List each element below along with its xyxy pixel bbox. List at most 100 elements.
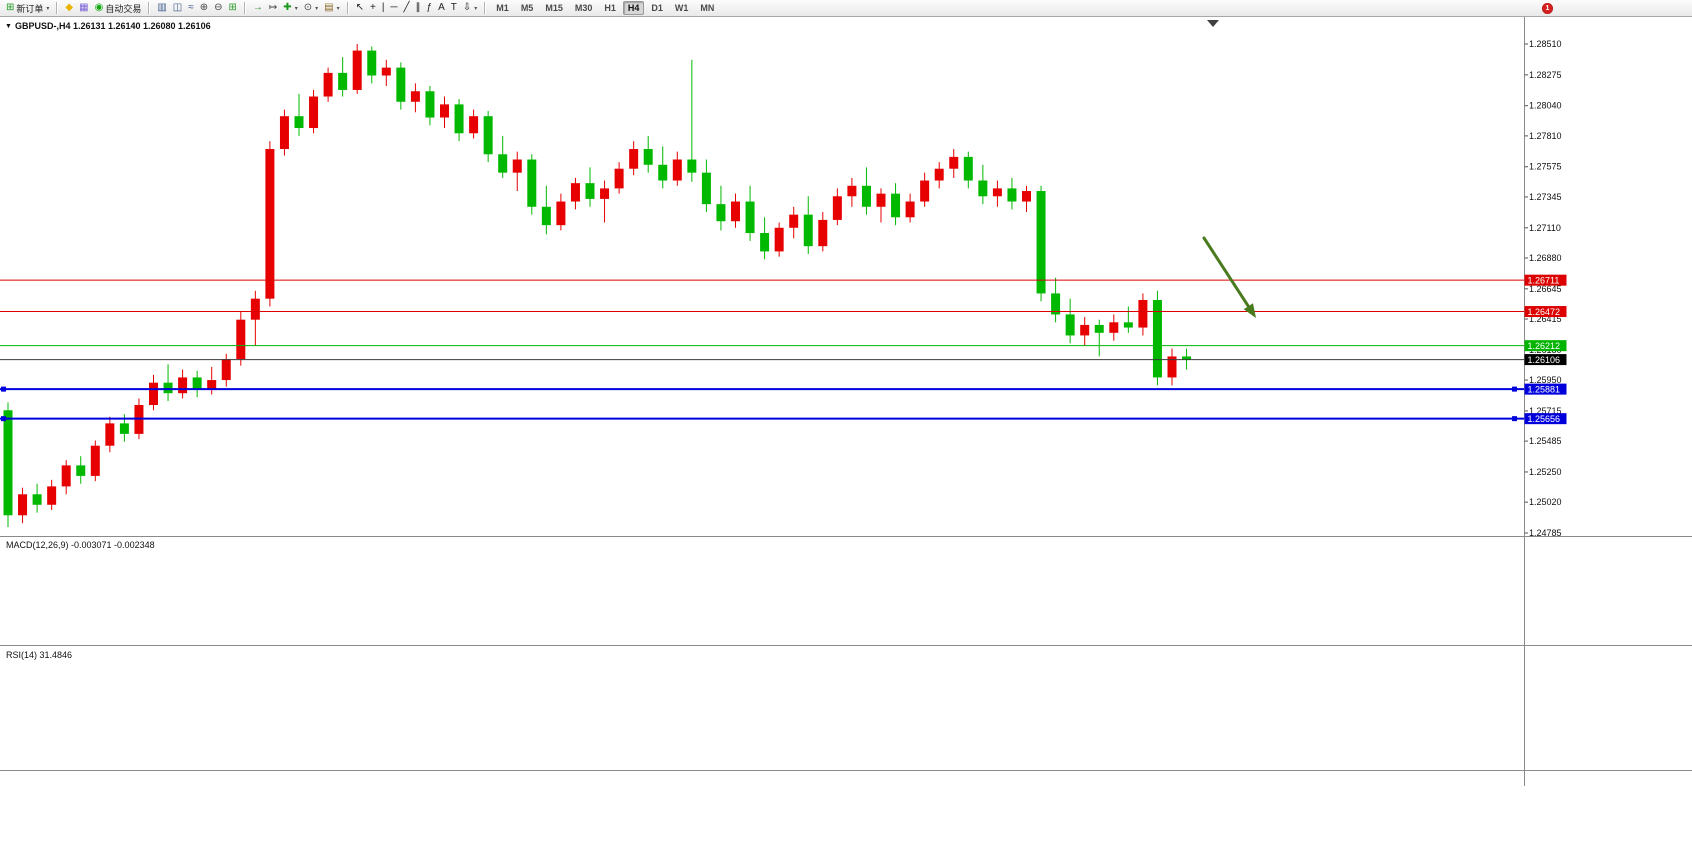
vertical-line-icon: | — [381, 2, 385, 13]
chevron-down-icon[interactable]: ▾ — [315, 5, 319, 12]
auto-scroll-icon: → — [252, 2, 263, 13]
svg-text:1.25250: 1.25250 — [1529, 467, 1562, 477]
svg-text:1.25715: 1.25715 — [1529, 406, 1562, 416]
text-button[interactable]: A — [436, 1, 447, 16]
candle-body — [716, 204, 726, 222]
toolbar-separator — [56, 2, 59, 14]
crosshair-button[interactable]: + — [368, 1, 378, 16]
timeframe-button-mn[interactable]: MN — [700, 3, 715, 13]
candle-body — [1167, 356, 1177, 378]
mql-button[interactable]: ◆ — [63, 1, 75, 16]
chart-shift-marker-group[interactable] — [1207, 20, 1219, 27]
timeframe-button-h1[interactable]: H1 — [604, 3, 616, 13]
timeframe-button-d1[interactable]: D1 — [651, 3, 663, 13]
candle-body — [905, 201, 915, 218]
candle-body — [1094, 324, 1104, 333]
text-label-button[interactable]: T — [449, 1, 459, 16]
timeframe-button-w1[interactable]: W1 — [674, 3, 689, 13]
chevron-down-icon[interactable]: ▾ — [294, 5, 298, 12]
arrows-button[interactable]: ⇩ ▾ — [461, 1, 479, 16]
tile-windows-button[interactable]: ⊞ — [227, 1, 239, 16]
horizontal-lines[interactable] — [0, 279, 1524, 422]
candle-body — [687, 159, 697, 173]
line-chart-button[interactable]: ≈ — [186, 1, 196, 16]
new-chart-button[interactable]: ▦ — [77, 1, 90, 16]
zoom-out-button[interactable]: ⊖ — [212, 1, 224, 16]
candle-body — [47, 486, 57, 505]
svg-text:1.26711: 1.26711 — [1528, 276, 1560, 286]
candle-body — [163, 382, 173, 394]
svg-text:1.28275: 1.28275 — [1529, 70, 1562, 80]
svg-text:1.25881: 1.25881 — [1528, 385, 1561, 395]
candle-body — [352, 50, 362, 90]
candle-body — [119, 423, 129, 434]
trendline-button[interactable]: ╱ — [402, 1, 412, 16]
candle-body — [396, 67, 406, 102]
new-order-button[interactable]: ⊞ 新订单 ▾ — [4, 1, 51, 16]
toolbar-separator — [484, 2, 487, 14]
chevron-down-icon[interactable]: ▾ — [46, 5, 50, 12]
label-icon: T — [450, 2, 457, 13]
candle-body — [105, 423, 115, 446]
candle-body — [1051, 293, 1061, 315]
main-candles[interactable] — [3, 44, 1192, 528]
candle-body — [701, 172, 711, 205]
timeframe-button-m15[interactable]: M15 — [545, 3, 563, 13]
templates-button[interactable]: ▤ ▾ — [322, 1, 341, 16]
trend-arrow[interactable] — [1202, 236, 1256, 318]
timeframe-button-m1[interactable]: M1 — [496, 3, 509, 13]
candle-body — [891, 193, 901, 218]
price-axis-labels: 1.28510 1.28275 1.28040 1.27810 1.27575 1.273… — [1524, 39, 1562, 538]
candle-body — [338, 72, 348, 90]
indicators-button[interactable]: ✚ ▾ — [281, 1, 299, 16]
candle-body — [629, 149, 639, 169]
candle-body — [1065, 314, 1075, 336]
candle-body — [876, 193, 886, 207]
candle-body — [658, 164, 668, 181]
candle-body — [498, 154, 508, 173]
candle-body — [76, 465, 86, 476]
zoom-in-button[interactable]: ⊕ — [198, 1, 210, 16]
trendline-icon: ╱ — [403, 2, 410, 13]
candle-body — [1109, 322, 1119, 333]
candle-body — [745, 201, 755, 234]
chart-canvas[interactable]: 1.28510 1.28275 1.28040 1.27810 1.27575 1.273… — [0, 17, 1692, 843]
main-toolbar: ⊞ 新订单 ▾ ◆ ▦ ◉ 自动交易 ▥ ◫ ≈ ⊕ ⊖ ⊞ → ↦ ✚ ▾ ⊙ ▾ ▤ ▾ ↖ + | ─ ╱ ∥ ƒ A T ⇩ ▾ M1 M… — [0, 0, 1692, 17]
price-tag — [1524, 306, 1567, 318]
horizontal-line-button[interactable]: ─ — [388, 1, 399, 16]
candle-body — [1138, 299, 1148, 328]
tile-windows-icon: ⊞ — [228, 2, 237, 13]
fibonacci-icon: ƒ — [426, 2, 433, 13]
price-tag — [1524, 383, 1567, 395]
line-handle — [1, 416, 6, 422]
candle-body — [1036, 191, 1046, 294]
bar-chart-button[interactable]: ▥ — [155, 1, 168, 16]
candle-body — [614, 168, 624, 189]
vertical-line-button[interactable]: | — [380, 1, 387, 16]
cursor-button[interactable]: ↖ — [354, 1, 366, 16]
fibonacci-button[interactable]: ƒ — [425, 1, 435, 16]
chart-shift-button[interactable]: ↦ — [267, 1, 279, 16]
auto-scroll-button[interactable]: → — [251, 1, 265, 16]
chevron-down-icon[interactable]: ▾ — [336, 5, 340, 12]
candle-body — [963, 156, 973, 181]
text-icon: A — [438, 2, 445, 13]
auto-trading-button-label: 自动交易 — [105, 3, 142, 14]
candle-body — [1152, 299, 1162, 378]
notification-badge[interactable]: 1 — [1542, 2, 1553, 14]
candlestick-chart-button[interactable]: ◫ — [171, 1, 184, 16]
timeframe-button-m30[interactable]: M30 — [574, 3, 593, 13]
candle-body — [672, 159, 682, 181]
indicators-plus-icon: ✚ — [283, 2, 292, 13]
chevron-down-icon[interactable]: ▾ — [474, 5, 478, 12]
price-tags: 1.26711 1.26472 1.26212 1.26106 1.25881 1.256… — [1524, 274, 1567, 425]
periods-button[interactable]: ⊙ ▾ — [302, 1, 320, 16]
timeframe-button-h4[interactable]: H4 — [622, 1, 645, 15]
auto-trading-button[interactable]: ◉ 自动交易 — [93, 1, 144, 16]
timeframe-button-m5[interactable]: M5 — [520, 3, 534, 13]
candle-body — [600, 188, 610, 199]
svg-text:1.28510: 1.28510 — [1529, 39, 1562, 49]
candle-body — [279, 116, 289, 150]
channel-button[interactable]: ∥ — [414, 1, 423, 16]
